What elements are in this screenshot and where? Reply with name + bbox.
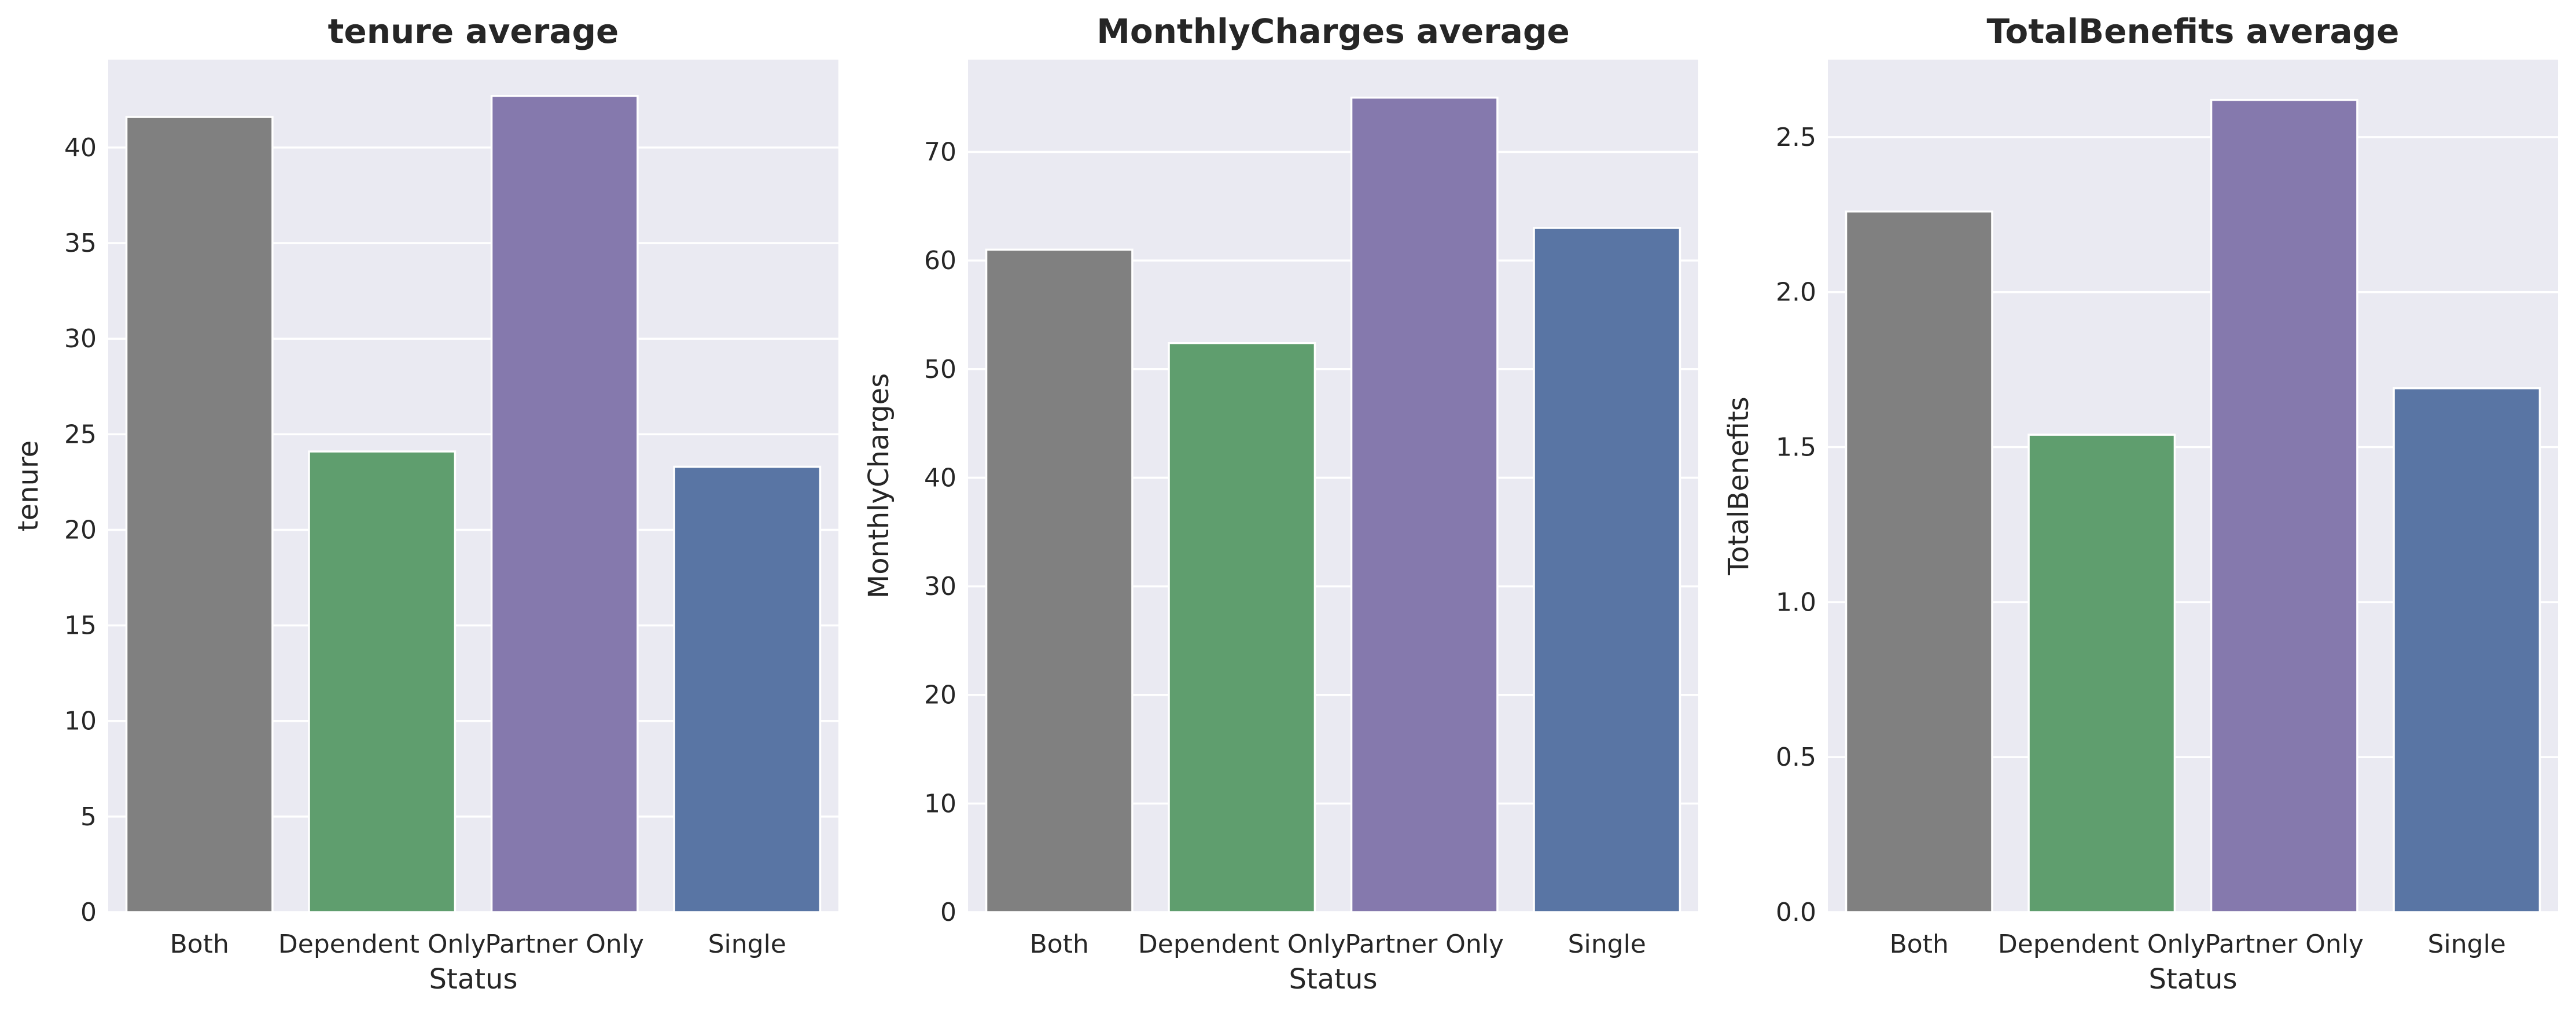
x-tick-label: Dependent Only bbox=[1998, 930, 2206, 959]
x-tick-label: Partner Only bbox=[1345, 930, 1504, 959]
y-tick-label: 0 bbox=[940, 898, 956, 927]
x-tick-label: Partner Only bbox=[485, 930, 644, 959]
x-tick-label: Both bbox=[1890, 930, 1949, 959]
y-tick-label: 2.0 bbox=[1776, 278, 1816, 307]
bar-partner-only bbox=[490, 95, 639, 913]
y-tick-label: 1.5 bbox=[1776, 433, 1816, 462]
y-axis-label: TotalBenefits bbox=[1723, 396, 1755, 576]
bar-partner-only bbox=[1350, 96, 1499, 913]
bar-dependent-only bbox=[1168, 341, 1316, 913]
x-tick-label: Both bbox=[1030, 930, 1089, 959]
x-tick-label: Partner Only bbox=[2205, 930, 2364, 959]
y-tick-label: 30 bbox=[924, 572, 956, 601]
y-tick-label: 20 bbox=[924, 681, 956, 710]
y-tick-label: 35 bbox=[64, 229, 97, 258]
chart-title: tenure average bbox=[328, 12, 619, 51]
y-tick-label: 0.5 bbox=[1776, 743, 1816, 772]
y-tick-label: 70 bbox=[924, 137, 956, 167]
y-tick-label: 0 bbox=[80, 898, 97, 927]
bar-dependent-only bbox=[2027, 433, 2176, 913]
y-tick-label: 10 bbox=[924, 789, 956, 818]
y-tick-label: 1.0 bbox=[1776, 587, 1816, 617]
chart-panel-2: 0 10 20 30 40 50 60 70 Both Dependent OnlyPartner… bbox=[863, 12, 1698, 995]
y-axis-label: MonthlyCharges bbox=[863, 373, 895, 598]
y-tick-label: 0.0 bbox=[1776, 898, 1816, 927]
y-tick-label: 50 bbox=[924, 355, 956, 384]
x-axis-label: Status bbox=[2149, 963, 2238, 995]
x-tick-label: Dependent Only bbox=[1138, 930, 1346, 959]
x-tick-label: Dependent Only bbox=[278, 930, 486, 959]
chart-title: MonthlyCharges average bbox=[1096, 12, 1570, 51]
y-tick-label: 5 bbox=[80, 802, 97, 832]
chart-panel-3: 0.0 0.5 1.0 1.5 2.0 2.5 Both Dependent OnlyPart… bbox=[1723, 12, 2558, 995]
x-tick-label: Single bbox=[708, 930, 786, 959]
bar-single bbox=[673, 465, 822, 913]
x-axis-label: Status bbox=[1289, 963, 1378, 995]
bar-single bbox=[2393, 387, 2541, 913]
y-tick-label: 25 bbox=[64, 420, 97, 449]
x-tick-label: Single bbox=[1568, 930, 1646, 959]
y-tick-label: 15 bbox=[64, 611, 97, 641]
y-tick-label: 20 bbox=[64, 515, 97, 545]
chart-panel-1: 0 5 10 15 20 25 30 35 40 Both Dependent OnlyPartne… bbox=[12, 12, 838, 995]
y-axis-label: tenure bbox=[12, 440, 45, 531]
y-tick-label: 30 bbox=[64, 324, 97, 354]
y-tick-label: 10 bbox=[64, 707, 97, 736]
y-tick-label: 40 bbox=[64, 133, 97, 163]
y-tick-label: 2.5 bbox=[1776, 123, 1816, 152]
bar-both bbox=[985, 248, 1134, 913]
y-tick-label: 40 bbox=[924, 463, 956, 493]
bar-dependent-only bbox=[308, 450, 457, 913]
bar-partner-only bbox=[2210, 98, 2358, 913]
x-axis-label: Status bbox=[429, 963, 518, 995]
bar-both bbox=[125, 116, 274, 913]
x-tick-label: Both bbox=[170, 930, 229, 959]
chart-title: TotalBenefits average bbox=[1987, 12, 2400, 51]
y-tick-label: 60 bbox=[924, 246, 956, 275]
x-tick-label: Single bbox=[2428, 930, 2506, 959]
bar-both bbox=[1845, 210, 1993, 913]
bar-single bbox=[1533, 227, 1681, 913]
